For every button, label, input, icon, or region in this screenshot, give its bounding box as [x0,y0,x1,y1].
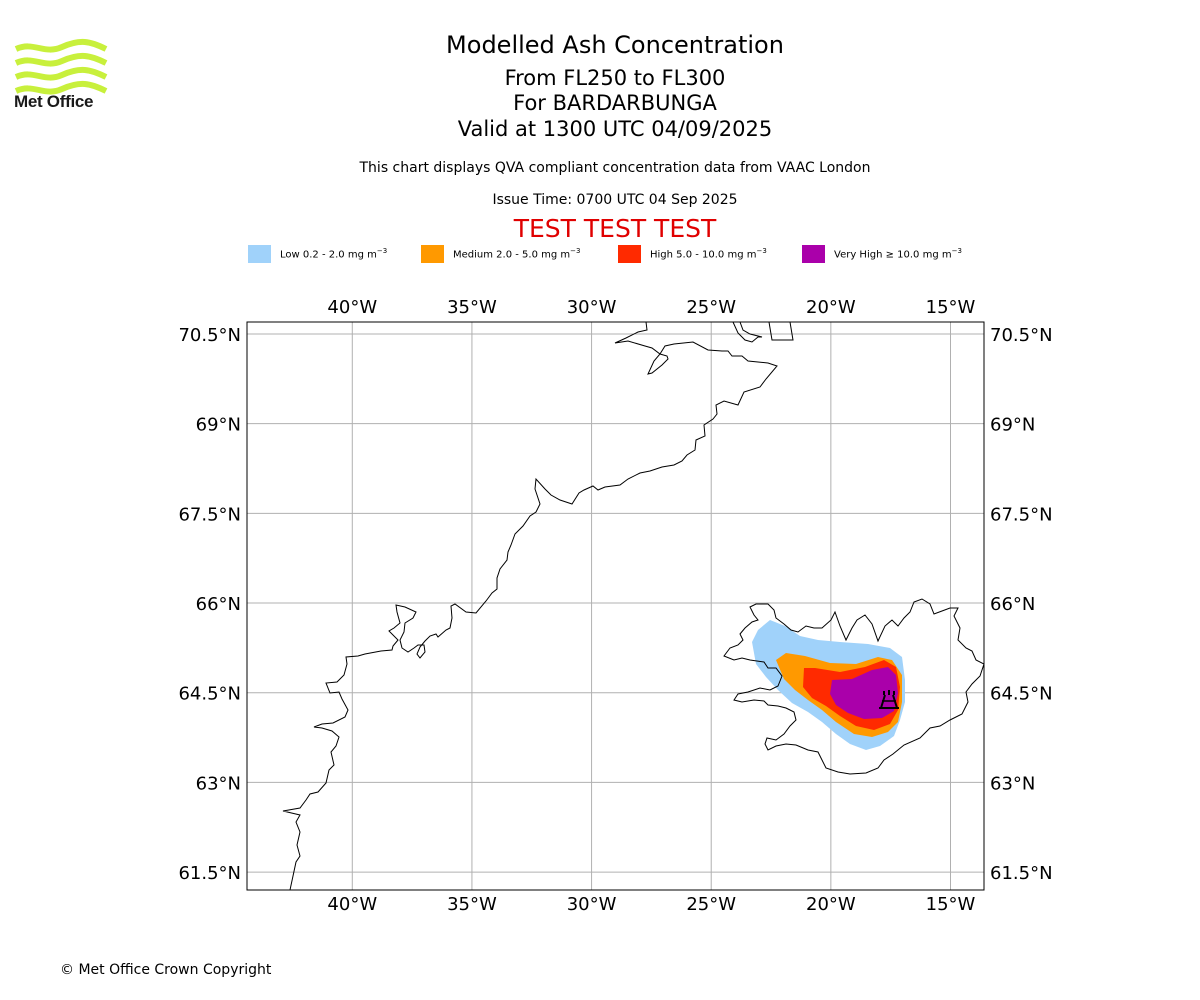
lon-tick-label-bottom: 35°W [447,894,497,915]
lon-tick-label-bottom: 25°W [686,894,736,915]
lon-tick-label-bottom: 40°W [327,894,377,915]
legend-label-low: Low 0.2 - 2.0 mg m−3 [280,247,388,261]
map-frame [246,321,985,891]
legend-label-medium: Medium 2.0 - 5.0 mg m−3 [453,247,581,261]
valid-time: Valid at 1300 UTC 04/09/2025 [457,117,773,141]
volcano-name: For BARDARBUNGA [513,91,717,115]
chart-title: Modelled Ash Concentration [446,31,784,59]
lat-tick-label-right: 63°N [990,773,1035,794]
legend-swatch-medium [421,245,444,263]
volcano-icon [879,690,899,709]
title-block: Modelled Ash Concentration From FL250 to… [0,30,1200,243]
legend: Low 0.2 - 2.0 mg m−3 Medium 2.0 - 5.0 mg… [248,244,1008,264]
lat-tick-label-left: 70.5°N [178,325,241,346]
lat-tick-label-right: 64.5°N [990,684,1053,705]
legend-label-very-high: Very High ≥ 10.0 mg m−3 [834,247,962,261]
lon-tick-label-top: 35°W [447,297,497,318]
lat-tick-label-left: 67.5°N [178,504,241,525]
legend-item-low: Low 0.2 - 2.0 mg m−3 [248,244,387,264]
lat-tick-label-right: 69°N [990,415,1035,436]
lat-tick-label-left: 69°N [196,415,241,436]
axis-labels: 40°W 40°W 35°W 35°W 30°W 30°W 25°W 25°W 20°W 20°W… [178,297,1052,915]
met-office-waves-icon [14,39,108,95]
test-banner: TEST TEST TEST [513,214,717,243]
greenland-coastline-north [732,322,794,343]
lon-tick-label-top: 20°W [806,297,856,318]
lon-tick-label-bottom: 20°W [806,894,856,915]
issue-time: Issue Time: 0700 UTC 04 Sep 2025 [492,192,738,208]
logo-wordmark: Met Office [14,92,94,111]
lat-tick-label-left: 63°N [196,773,241,794]
legend-swatch-high [618,245,641,263]
lat-tick-label-left: 66°N [196,594,241,615]
legend-item-medium: Medium 2.0 - 5.0 mg m−3 [421,244,580,264]
lon-tick-label-top: 15°W [926,297,976,318]
lon-tick-label-bottom: 30°W [567,894,617,915]
legend-item-very-high: Very High ≥ 10.0 mg m−3 [802,244,962,264]
map-background [247,322,984,890]
lat-tick-label-left: 64.5°N [178,684,241,705]
lat-tick-label-right: 67.5°N [990,504,1053,525]
lon-tick-label-top: 30°W [567,297,617,318]
met-office-logo [14,39,108,95]
legend-swatch-very-high [802,245,825,263]
legend-swatch-low [248,245,271,263]
legend-label-high: High 5.0 - 10.0 mg m−3 [650,247,767,261]
lat-tick-label-right: 70.5°N [990,325,1053,346]
legend-item-high: High 5.0 - 10.0 mg m−3 [618,244,767,264]
chart-subtitle: This chart displays QVA compliant concen… [359,160,871,176]
copyright-notice: © Met Office Crown Copyright [60,962,272,978]
lon-tick-label-top: 40°W [327,297,377,318]
iceland-coastline [723,598,984,775]
flight-levels: From FL250 to FL300 [504,66,726,90]
greenland-coastline [282,322,778,890]
lon-tick-label-top: 25°W [686,297,736,318]
gridlines [247,322,984,890]
lat-tick-label-left: 61.5°N [178,863,241,884]
lon-tick-label-bottom: 15°W [926,894,976,915]
lat-tick-label-right: 61.5°N [990,863,1053,884]
lat-tick-label-right: 66°N [990,594,1035,615]
